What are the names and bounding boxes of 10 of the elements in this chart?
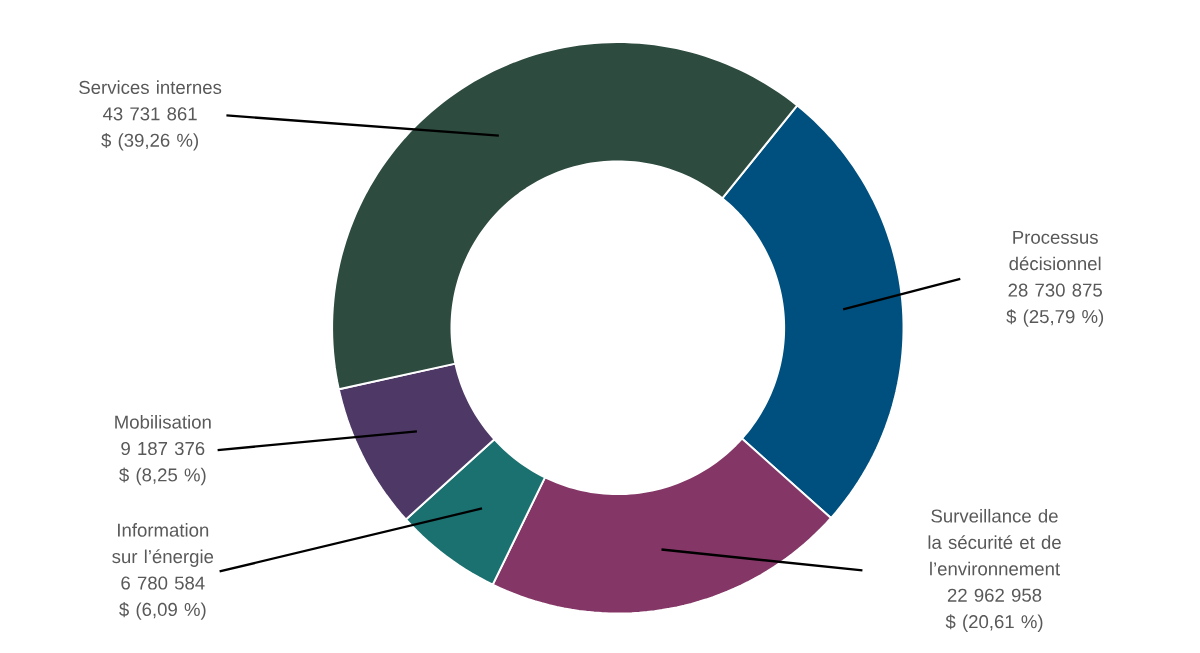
data-label: 28 730 875 $ (25,79 %) [1006, 283, 1104, 327]
slice-label: Processus décisionnel [1009, 231, 1101, 271]
slice-label: Surveillance de la sécurité et de l’environnement [928, 509, 1061, 576]
data-label: 6 780 584 $ (6,09 %) [119, 576, 206, 620]
slice-label: Information sur l’énergie [112, 523, 214, 568]
data-label: 22 962 958 $ (20,61 %) [945, 588, 1043, 633]
data-label: 43 731 861 $ (39,26 %) [101, 107, 198, 151]
slice-label: Mobilisation [115, 415, 211, 429]
data-label: 9 187 376 $ (8,25 %) [119, 442, 206, 486]
slice-label: Services internes [79, 80, 222, 95]
